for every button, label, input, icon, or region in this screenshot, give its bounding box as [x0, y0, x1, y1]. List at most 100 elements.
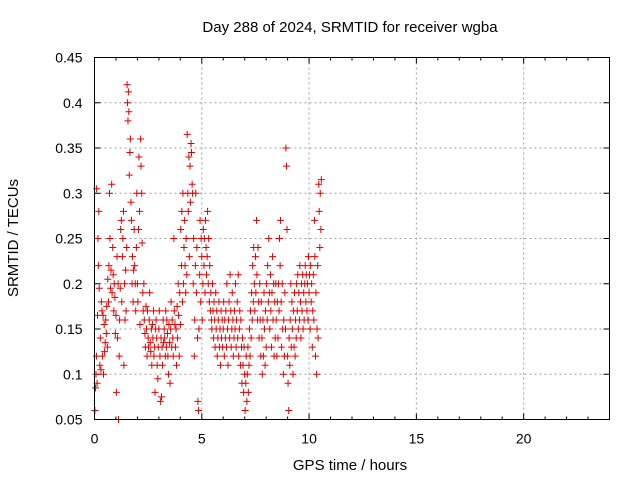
data-point — [289, 370, 297, 378]
data-point — [127, 216, 135, 224]
data-point — [266, 271, 274, 279]
data-point — [231, 280, 239, 288]
data-point — [278, 280, 286, 288]
data-point — [109, 271, 117, 279]
data-point — [174, 334, 182, 342]
data-point — [201, 216, 209, 224]
data-point — [172, 361, 180, 369]
y-tick-label: 0.45 — [55, 50, 82, 66]
data-point — [146, 339, 154, 347]
data-point — [315, 180, 323, 188]
data-point — [124, 88, 132, 96]
x-tick-label: 0 — [91, 431, 99, 447]
data-point — [313, 325, 321, 333]
data-point — [97, 366, 105, 374]
data-point — [317, 225, 325, 233]
data-point — [95, 207, 103, 215]
data-point — [145, 316, 153, 324]
data-point — [272, 316, 280, 324]
data-point — [175, 311, 183, 319]
data-point — [269, 253, 277, 261]
data-point — [133, 280, 141, 288]
y-tick-label: 0.35 — [55, 140, 82, 156]
chart-title: Day 288 of 2024, SRMTID for receiver wgb… — [202, 19, 498, 36]
data-point — [256, 280, 264, 288]
data-point — [137, 162, 145, 170]
data-point — [167, 298, 175, 306]
data-point — [126, 149, 134, 157]
data-point — [147, 348, 155, 356]
data-point — [226, 271, 234, 279]
data-point — [310, 316, 318, 324]
data-point — [150, 352, 158, 360]
data-point — [130, 266, 138, 274]
data-point — [183, 271, 191, 279]
data-point — [100, 320, 108, 328]
data-point — [105, 262, 113, 270]
data-point — [132, 244, 140, 252]
data-point — [310, 216, 318, 224]
data-point — [125, 171, 133, 179]
data-point — [206, 262, 214, 270]
x-tick-label: 10 — [301, 431, 317, 447]
data-point — [152, 316, 160, 324]
data-point — [101, 339, 109, 347]
data-point — [176, 289, 184, 297]
data-point — [112, 388, 120, 396]
data-point — [275, 307, 283, 315]
y-tick-label: 0.3 — [63, 185, 83, 201]
data-point — [309, 307, 317, 315]
data-point — [184, 207, 192, 215]
data-point — [186, 162, 194, 170]
data-point — [251, 307, 259, 315]
data-point — [254, 244, 262, 252]
data-point — [163, 330, 171, 338]
data-point — [243, 370, 251, 378]
data-point — [283, 225, 291, 233]
data-point — [109, 244, 117, 252]
data-point — [122, 266, 130, 274]
data-point — [189, 280, 197, 288]
data-point — [122, 307, 130, 315]
data-point — [282, 144, 290, 152]
data-point — [170, 307, 178, 315]
data-point — [281, 289, 289, 297]
data-points — [91, 81, 325, 423]
x-tick-label: 5 — [198, 431, 206, 447]
data-point — [193, 244, 201, 252]
data-point — [114, 280, 122, 288]
data-point — [285, 334, 293, 342]
data-point — [194, 397, 202, 405]
y-axis-label: SRMTID / TECUs — [5, 179, 22, 297]
data-point — [182, 289, 190, 297]
data-point — [113, 334, 121, 342]
data-point — [125, 108, 133, 116]
data-point — [241, 406, 249, 414]
data-point — [185, 153, 193, 161]
data-point — [278, 343, 286, 351]
data-point — [299, 325, 307, 333]
x-tick-label: 15 — [409, 431, 425, 447]
data-point — [154, 375, 162, 383]
data-point — [118, 298, 126, 306]
data-point — [307, 298, 315, 306]
data-point — [134, 225, 142, 233]
data-point — [134, 298, 142, 306]
data-point — [110, 307, 118, 315]
data-point — [284, 352, 292, 360]
data-point — [291, 352, 299, 360]
data-point — [178, 298, 186, 306]
data-point — [155, 307, 163, 315]
data-point — [247, 334, 255, 342]
data-point — [233, 298, 241, 306]
data-point — [162, 307, 170, 315]
data-point — [94, 235, 102, 242]
y-tick-label: 0.1 — [63, 366, 83, 382]
data-point — [190, 352, 198, 360]
data-point — [124, 117, 132, 125]
data-point — [243, 397, 251, 405]
data-point — [138, 239, 146, 247]
data-point — [96, 361, 104, 369]
data-point — [148, 320, 156, 328]
